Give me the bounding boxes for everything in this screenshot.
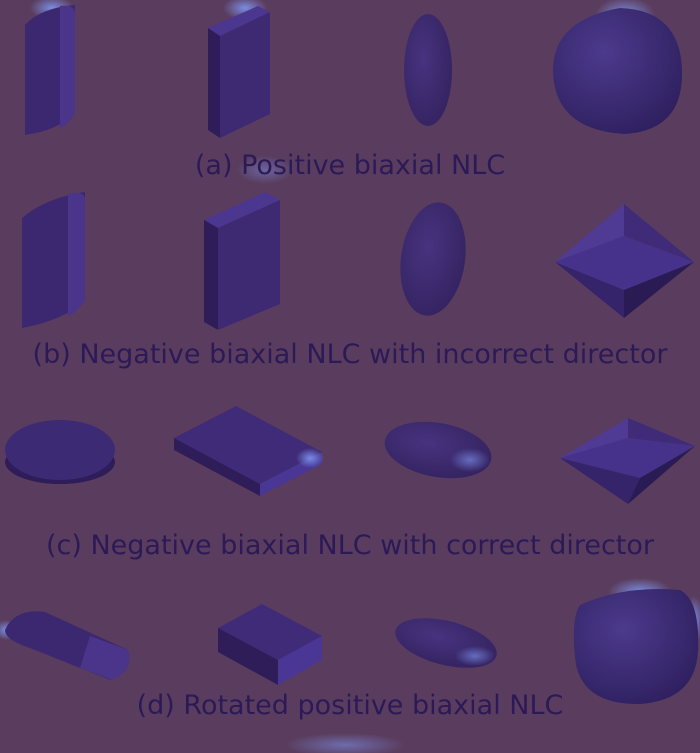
row-a-shapes [25,0,683,138]
caption-row-d: (d) Rotated positive biaxial NLC [136,690,564,721]
row-c-disc [5,420,115,484]
row-a-ellipsoid [404,14,452,126]
row-b-double-cone [555,204,694,318]
row-b-cuboid [204,192,280,330]
caption-row-b: (b) Negative biaxial NLC with incorrect … [32,339,668,370]
row-d-cuboid [218,604,322,685]
row-c-flat-ellipsoid [384,421,492,479]
row-c-flat-cuboid [174,406,324,496]
row-a-cuboid [208,0,270,138]
row-c-shapes [5,406,695,504]
row-a-blob [552,0,683,134]
row-b-shapes [22,192,694,330]
caption-row-c: (c) Negative biaxial NLC with correct di… [45,530,654,561]
row-d-ellipsoid [395,618,497,668]
row-a-spherocylinder [25,0,75,135]
caption-row-a: (a) Positive biaxial NLC [194,150,506,181]
row-d-shapes [0,578,700,705]
row-d-spherocylinder [0,611,130,680]
row-d-blob [573,578,700,705]
row-b-spherocylinder [22,192,85,328]
row-b-ellipsoid [400,202,466,316]
row-c-double-cone [560,418,695,504]
